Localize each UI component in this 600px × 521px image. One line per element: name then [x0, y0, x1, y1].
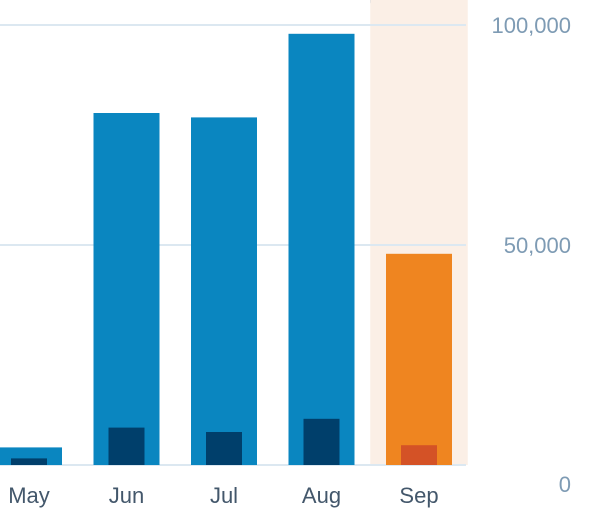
bar-sep: [386, 253, 452, 465]
x-tick-label: May: [8, 483, 50, 508]
sub-bar-jul: [206, 432, 242, 465]
y-tick-labels: 0 50,000 100,000: [491, 13, 571, 497]
sub-bar-jun: [108, 427, 145, 465]
x-tick-label: Jun: [109, 483, 144, 508]
sub-bar-aug: [303, 418, 340, 465]
y-tick-label: 50,000: [504, 233, 571, 258]
bars: [0, 33, 452, 466]
y-tick-label: 0: [559, 472, 571, 497]
sub-bar-sep: [401, 445, 437, 465]
bar-aug: [288, 33, 355, 466]
x-tick-label: Aug: [302, 483, 341, 508]
y-tick-label: 100,000: [491, 13, 571, 38]
x-tick-label: Jul: [210, 483, 238, 508]
bar-jul: [191, 117, 257, 466]
x-tick-label: Sep: [399, 483, 438, 508]
bar-jun: [93, 113, 160, 465]
sub-bar-may: [11, 458, 47, 465]
x-tick-labels: May Jun Jul Aug Sep: [8, 483, 438, 508]
